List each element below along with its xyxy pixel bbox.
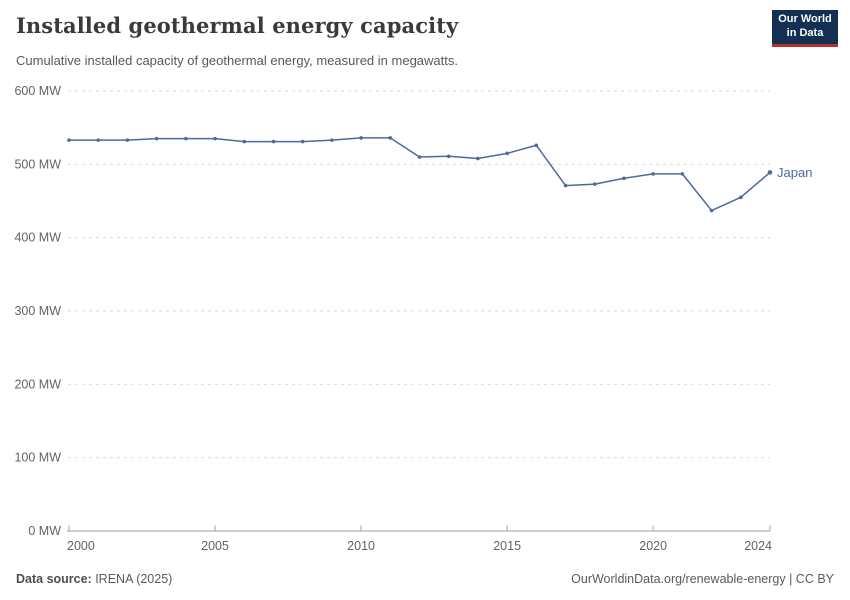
data-point <box>359 136 363 140</box>
data-point <box>271 139 276 144</box>
data-point <box>446 154 451 159</box>
footer-license-url: OurWorldinData.org/renewable-energy | CC… <box>571 572 834 586</box>
series-label-japan: Japan <box>777 165 812 180</box>
data-point <box>242 139 247 144</box>
data-point <box>680 172 685 176</box>
chart-title: Installed geothermal energy capacity <box>16 13 459 38</box>
y-axis-tick-label: 400 MW <box>14 231 61 245</box>
data-point <box>622 176 626 181</box>
y-axis-tick-label: 500 MW <box>14 157 61 171</box>
owid-logo-line2: in Data <box>786 27 824 39</box>
data-point <box>563 183 568 188</box>
y-axis-tick-label: 600 MW <box>14 84 61 98</box>
data-point <box>534 143 539 148</box>
data-point <box>738 195 743 200</box>
y-axis-tick-label: 300 MW <box>14 304 61 318</box>
x-axis-tick-label: 2015 <box>493 539 521 553</box>
data-point <box>388 136 393 140</box>
data-point <box>184 136 188 141</box>
data-point <box>505 151 509 156</box>
x-axis-tick-label: 2024 <box>744 539 772 553</box>
y-axis-tick-label: 0 MW <box>28 524 61 538</box>
y-axis-tick-label: 200 MW <box>14 377 61 391</box>
data-point <box>330 138 334 142</box>
data-source-label: Data source: <box>16 572 92 586</box>
x-axis-tick-label: 2010 <box>347 539 375 553</box>
data-point <box>96 138 101 142</box>
data-point <box>767 170 773 175</box>
data-point <box>592 182 597 186</box>
series-line-japan <box>69 137 771 212</box>
x-axis-tick-label: 2020 <box>639 539 667 553</box>
data-point <box>67 138 71 142</box>
data-source: Data source: IRENA (2025) <box>16 572 172 586</box>
data-point <box>125 138 130 142</box>
owid-logo-line1: Our World <box>778 13 832 26</box>
data-point <box>213 136 217 141</box>
data-point <box>417 155 422 159</box>
y-axis-tick-label: 100 MW <box>14 451 61 465</box>
data-point <box>651 172 655 176</box>
data-point <box>300 139 305 144</box>
data-point <box>154 136 159 141</box>
chart-footer: Data source: IRENA (2025) OurWorldinData… <box>16 572 834 586</box>
data-source-value: IRENA (2025) <box>91 572 173 586</box>
owid-logo: Our World in Data <box>772 10 838 47</box>
x-axis-tick-label: 2005 <box>201 539 229 553</box>
x-axis-tick-label: 2000 <box>67 539 95 553</box>
chart-subtitle: Cumulative installed capacity of geother… <box>16 53 458 68</box>
data-point <box>476 156 480 161</box>
data-point <box>709 208 714 213</box>
